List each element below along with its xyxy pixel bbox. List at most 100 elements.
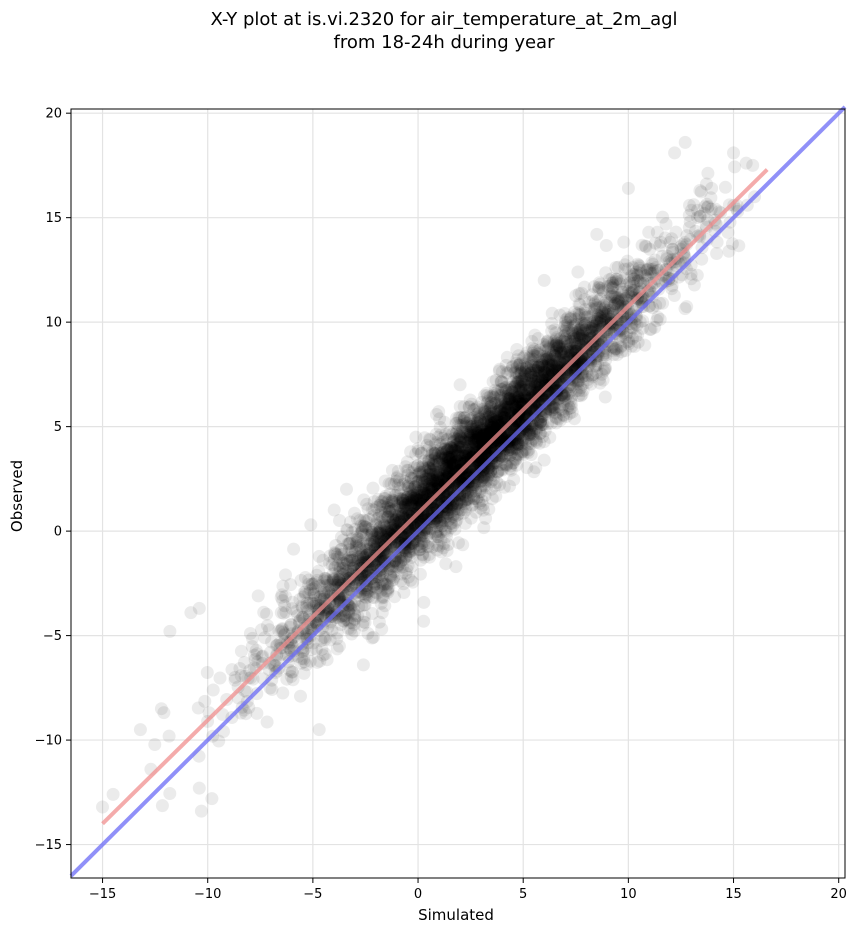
scatter-point [605, 276, 619, 290]
scatter-point [536, 353, 549, 367]
scatter-point [528, 376, 542, 389]
scatter-point [564, 312, 578, 326]
scatter-point [732, 239, 746, 253]
scatter-point [548, 349, 562, 363]
scatter-point [510, 447, 524, 461]
scatter-point [260, 715, 274, 729]
scatter-point [584, 377, 598, 391]
scatter-point [328, 547, 342, 561]
scatter-point [550, 360, 564, 374]
scatter-point [505, 393, 519, 407]
scatter-point [388, 590, 402, 604]
scatter-point [610, 272, 624, 286]
scatter-point [493, 400, 507, 414]
scatter-point [444, 455, 457, 469]
scatter-point [466, 489, 480, 503]
scatter-point [358, 590, 372, 604]
scatter-point [493, 393, 507, 407]
scatter-point [442, 472, 456, 486]
scatter-point [459, 443, 473, 457]
scatter-point [393, 515, 406, 529]
scatter-point [374, 527, 388, 541]
scatter-point [246, 631, 259, 645]
scatter-point [600, 296, 614, 310]
scatter-point [443, 425, 456, 439]
scatter-point [356, 618, 370, 632]
scatter-point [460, 425, 474, 439]
scatter-point [475, 424, 489, 438]
scatter-point [485, 431, 499, 444]
scatter-point [516, 448, 530, 462]
scatter-point [572, 351, 585, 365]
scatter-point [470, 421, 484, 435]
scatter-point [436, 466, 450, 480]
scatter-point [257, 605, 271, 619]
scatter-point [629, 329, 643, 343]
scatter-point [609, 341, 623, 355]
scatter-point [459, 490, 473, 503]
scatter-point [573, 298, 587, 312]
scatter-point [370, 500, 384, 514]
scatter-point [450, 411, 463, 425]
scatter-point [563, 337, 577, 351]
scatter-point [572, 374, 586, 388]
scatter-point [687, 198, 701, 212]
scatter-point [596, 350, 610, 364]
scatter-point [498, 400, 512, 413]
scatter-point [523, 369, 537, 382]
scatter-point [547, 339, 561, 353]
scatter-point [389, 560, 402, 574]
scatter-point [528, 380, 542, 394]
scatter-point [517, 364, 531, 378]
scatter-point [565, 337, 578, 351]
scatter-point [333, 514, 346, 527]
scatter-point [481, 417, 494, 431]
scatter-point [418, 478, 432, 492]
scatter-point [448, 499, 462, 513]
scatter-point [481, 391, 495, 405]
scatter-point [274, 590, 288, 604]
scatter-point [548, 405, 562, 419]
scatter-point [458, 503, 472, 517]
scatter-point [439, 557, 453, 571]
scatter-point [451, 447, 464, 461]
scatter-point [610, 348, 624, 362]
scatter-point [511, 438, 525, 452]
scatter-point [300, 596, 314, 610]
scatter-point [421, 485, 435, 499]
scatter-point [611, 260, 625, 274]
scatter-point [682, 221, 696, 235]
scatter-point [374, 523, 388, 537]
scatter-point [401, 502, 415, 516]
scatter-point [574, 389, 588, 403]
scatter-point [594, 292, 607, 306]
scatter-point [517, 433, 531, 447]
scatter-point [538, 366, 552, 379]
scatter-point [510, 389, 524, 403]
scatter-point [493, 362, 507, 376]
scatter-point [374, 596, 388, 610]
scatter-point [480, 428, 493, 442]
scatter-point [406, 498, 419, 512]
scatter-point [499, 400, 513, 414]
scatter-point [372, 508, 386, 522]
scatter-point [656, 210, 670, 224]
scatter-point [573, 331, 586, 345]
scatter-point [619, 291, 633, 305]
scatter-point [550, 360, 564, 373]
scatter-point [558, 346, 572, 360]
scatter-point [477, 417, 491, 431]
scatter-point [526, 349, 540, 362]
scatter-point [382, 504, 396, 518]
scatter-point [483, 400, 497, 414]
scatter-point [542, 362, 556, 375]
scatter-point [477, 421, 491, 435]
scatter-point [430, 408, 443, 421]
scatter-point [361, 626, 375, 640]
scatter-point [626, 267, 640, 281]
scatter-point [452, 429, 466, 443]
scatter-point [358, 520, 372, 534]
scatter-point [568, 332, 582, 346]
scatter-point [418, 537, 432, 551]
scatter-point [578, 280, 591, 294]
